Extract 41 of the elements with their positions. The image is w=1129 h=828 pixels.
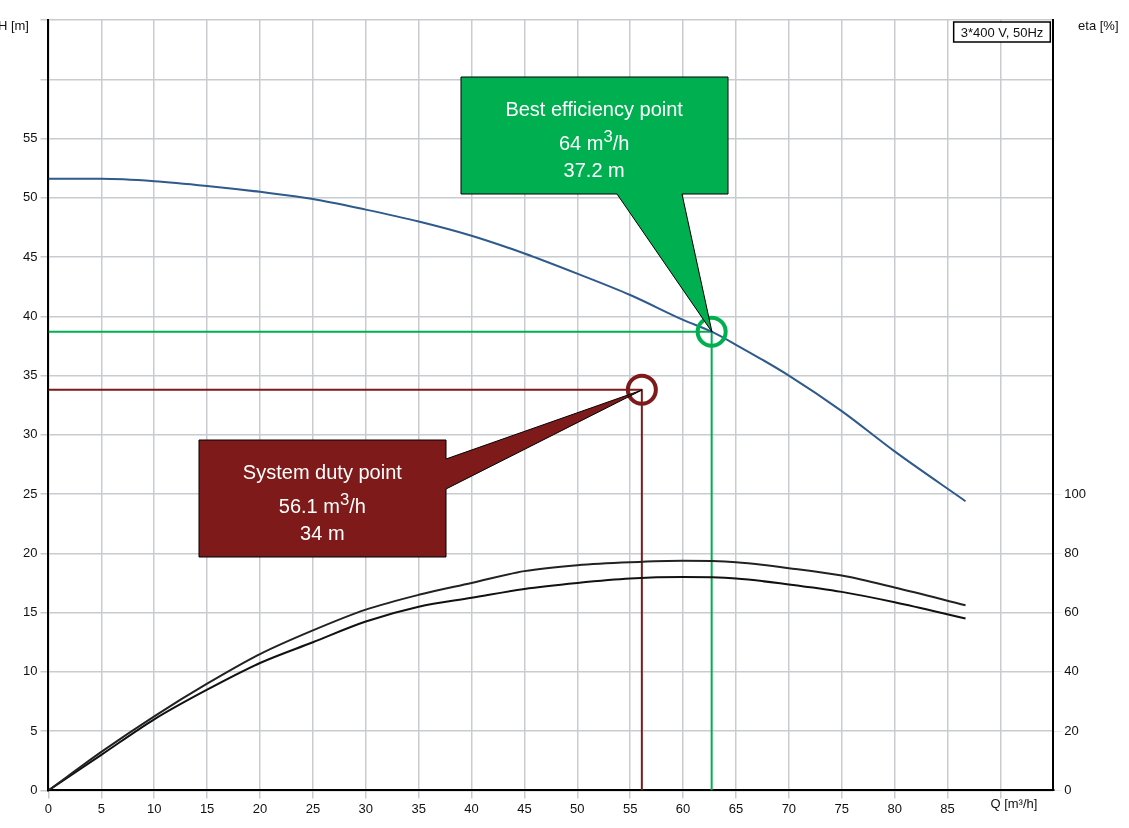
y2-tick-label: 20 — [1064, 722, 1079, 738]
y-tick-label: 25 — [22, 485, 38, 501]
x-tick-label: 35 — [411, 800, 426, 816]
x-tick-label: 30 — [358, 800, 374, 816]
x-tick-label: 75 — [834, 800, 849, 816]
y-tick-label: 35 — [22, 367, 38, 383]
annotation: System duty point 56.1 m$^{3}$/h 34 m — [241, 459, 403, 547]
y-tick-label: 55 — [22, 130, 38, 146]
y-tick-label: 40 — [22, 307, 38, 323]
x-tick-label: 45 — [517, 800, 532, 816]
y2-tick-label: 0 — [1064, 781, 1072, 797]
y-tick-label: 10 — [22, 663, 38, 679]
y-tick-label: 30 — [22, 426, 38, 442]
y-tick-label: 15 — [22, 604, 38, 620]
y2-tick-label: 40 — [1064, 663, 1079, 679]
x-tick-label: 60 — [675, 800, 691, 816]
x-tick-label: 20 — [252, 800, 268, 816]
x-tick-label: 0 — [44, 800, 53, 816]
x-tick-label: 80 — [887, 800, 902, 816]
x-tick-label: 25 — [305, 800, 321, 816]
x-tick-label: 85 — [940, 800, 955, 816]
y-tick-label: 5 — [30, 722, 38, 738]
annotation: 3*400 V, 50Hz — [960, 25, 1044, 40]
annotation: Best efficiency point 64 m$^{3}$/h 37.2 m — [504, 96, 684, 184]
y2-tick-label: 60 — [1064, 604, 1079, 620]
x-tick-label: 55 — [622, 800, 638, 816]
x-tick-label: 65 — [728, 800, 744, 816]
y-tick-label: 20 — [22, 544, 38, 560]
x-tick-label: 50 — [570, 800, 585, 816]
y2-tick-label: 80 — [1064, 544, 1079, 560]
x-axis-title: Q [m³/h] — [990, 796, 1038, 812]
y2-axis-title: eta [%] — [1078, 18, 1119, 33]
x-tick-label: 70 — [781, 800, 797, 816]
y-tick-label: 45 — [22, 248, 38, 264]
x-tick-label: 10 — [147, 800, 162, 816]
x-tick-label: 5 — [97, 800, 105, 816]
y-tick-label: 50 — [22, 189, 38, 205]
y-tick-label: 0 — [30, 781, 38, 797]
x-tick-label: 15 — [199, 800, 215, 816]
x-tick-label: 40 — [464, 800, 479, 816]
y2-tick-label: 100 — [1064, 485, 1087, 501]
